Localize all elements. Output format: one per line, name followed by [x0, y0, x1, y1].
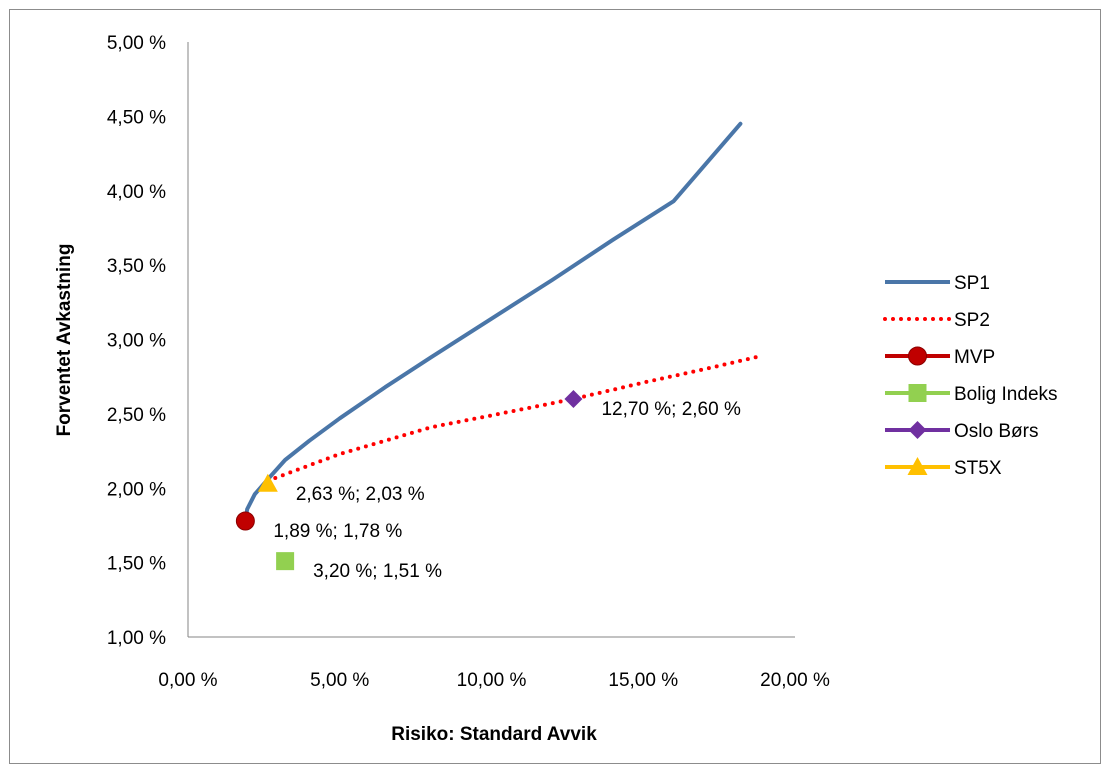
x-tick-label: 5,00 %	[310, 670, 369, 691]
legend-item: Oslo Børs	[885, 421, 1038, 442]
data-label-st5x: 2,63 %; 2,03 %	[296, 484, 425, 505]
y-tick-label: 5,00 %	[107, 33, 166, 54]
y-tick-label: 1,50 %	[107, 554, 166, 575]
x-axis-title: Risiko: Standard Avvik	[391, 724, 597, 745]
y-tick-label: 4,00 %	[107, 182, 166, 203]
axes	[187, 42, 795, 638]
point-labels: 1,89 %; 1,78 % 3,20 %; 1,51 % 12,70 %; 2,6…	[273, 399, 741, 582]
y-tick-label: 3,50 %	[107, 256, 166, 277]
legend-item: MVP	[885, 346, 995, 368]
series-line-sp2	[265, 353, 764, 483]
legend-item: SP1	[885, 273, 990, 294]
y-tick-labels: 1,00 % 1,50 % 2,00 % 2,50 % 3,00 % 3,50 % 4,00…	[107, 33, 166, 649]
legend: SP1 SP2 MVP Bolig Indeks Oslo Børs ST5X	[883, 273, 1058, 479]
y-tick-label: 4,50 %	[107, 107, 166, 128]
y-tick-label: 2,00 %	[107, 479, 166, 500]
y-tick-label: 2,50 %	[107, 405, 166, 426]
y-tick-label: 3,00 %	[107, 331, 166, 352]
data-label-mvp: 1,89 %; 1,78 %	[273, 521, 402, 542]
y-axis-title: Forventet Avkastning	[54, 244, 75, 437]
data-label-oslo-b-rs: 12,70 %; 2,60 %	[601, 399, 741, 420]
legend-label: Bolig Indeks	[954, 384, 1058, 405]
legend-label: Oslo Børs	[954, 421, 1038, 442]
x-tick-label: 10,00 %	[457, 670, 527, 691]
legend-marker	[908, 384, 927, 402]
legend-label: ST5X	[954, 458, 1002, 479]
point-bolig-indeks	[276, 552, 295, 571]
x-tick-label: 20,00 %	[760, 670, 830, 691]
markers	[235, 390, 583, 571]
legend-label: SP2	[954, 310, 990, 331]
x-tick-label: 15,00 %	[608, 670, 678, 691]
series-line-sp1	[243, 121, 743, 523]
series-lines	[243, 121, 764, 523]
point-oslo-b-rs	[564, 390, 583, 408]
legend-marker	[908, 421, 927, 439]
legend-item: Bolig Indeks	[885, 384, 1058, 405]
legend-marker	[908, 346, 927, 366]
point-st5x	[257, 473, 278, 492]
data-label-bolig-indeks: 3,20 %; 1,51 %	[313, 561, 442, 582]
legend-item: ST5X	[885, 457, 1002, 479]
x-tick-label: 0,00 %	[158, 670, 217, 691]
legend-marker	[907, 457, 928, 475]
y-tick-label: 1,00 %	[107, 628, 166, 649]
legend-label: SP1	[954, 273, 990, 294]
legend-label: MVP	[954, 347, 995, 368]
x-tick-labels: 0,00 % 5,00 % 10,00 % 15,00 % 20,00 %	[158, 670, 830, 691]
legend-item: SP2	[883, 310, 990, 331]
point-mvp	[235, 511, 255, 531]
